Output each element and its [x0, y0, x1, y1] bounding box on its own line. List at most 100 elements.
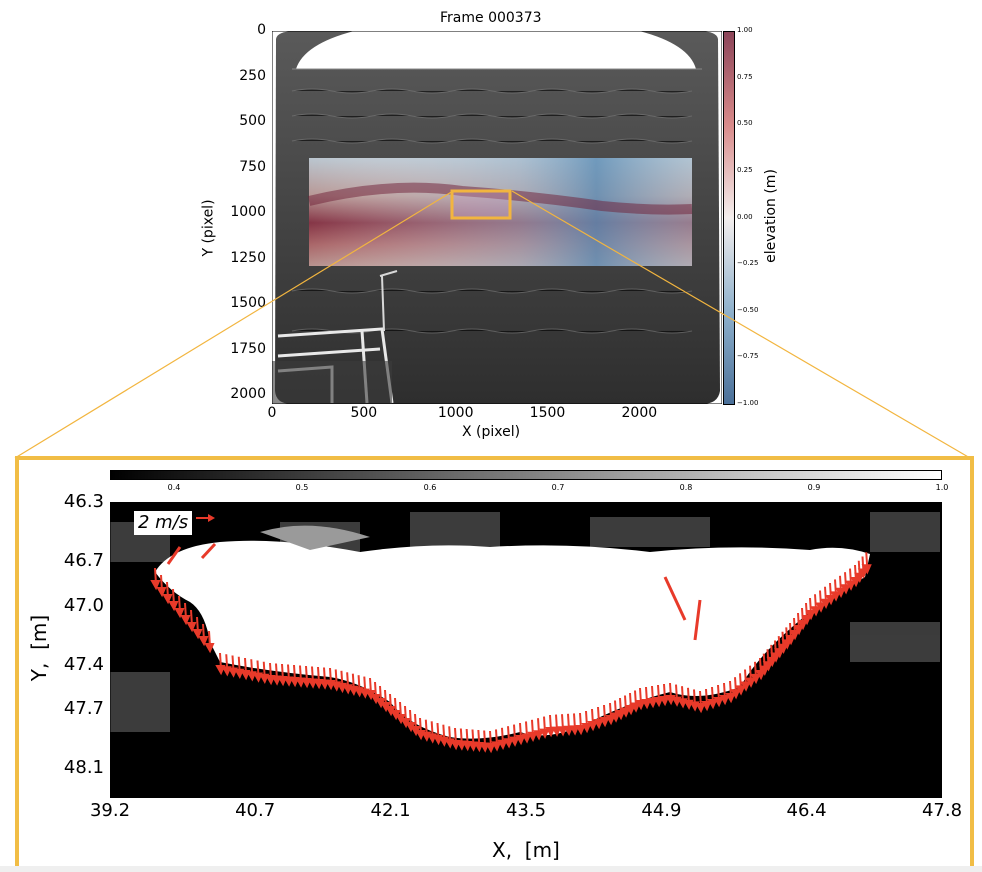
quiver-key-box: 2 m/s [134, 511, 193, 535]
velocity-arrow-head [599, 717, 610, 728]
velocity-arrow-head [854, 572, 865, 583]
velocity-arrow-head [168, 601, 179, 612]
velocity-arrow-head [840, 584, 851, 595]
velocity-arrow-head [551, 726, 562, 737]
velocity-arrow-head [713, 697, 724, 708]
bottom-x-tick-label: 46.4 [786, 800, 827, 821]
elevation-colorbar-tick: 0.25 [737, 165, 753, 174]
intensity-colorbar-tick: 0.5 [295, 483, 309, 492]
bottom-y-tick-label: 47.4 [63, 653, 104, 675]
velocity-arrow-head [456, 740, 467, 751]
elevation-colorbar-tick: 0.00 [737, 212, 753, 221]
velocity-arrow-head [857, 568, 869, 579]
velocity-arrow-head [491, 741, 502, 752]
bottom-strip [0, 866, 982, 872]
velocity-arrow-head [527, 731, 538, 743]
velocity-arrow-head [221, 666, 232, 677]
velocity-arrow-head [174, 608, 185, 619]
intensity-colorbar-tick: 1.0 [935, 483, 949, 492]
top-y-tick-label: 1000 [230, 204, 266, 221]
velocity-arrow-head [575, 725, 586, 736]
velocity-arrow [200, 542, 217, 560]
velocity-arrow-head [805, 610, 816, 621]
velocity-arrow [166, 546, 182, 565]
velocity-arrow-head [620, 707, 631, 718]
top-y-tick-label: 750 [239, 158, 266, 175]
velocity-arrow-head [521, 733, 532, 744]
bottom-x-tick-label: 43.5 [505, 800, 547, 821]
bottom-x-tick-label: 44.9 [641, 800, 682, 821]
velocity-arrow-head [830, 591, 841, 602]
top-x-tick-label: 1500 [529, 405, 566, 421]
bottom-x-tick-label: 42.1 [370, 800, 411, 821]
velocity-arrow-head [234, 668, 245, 679]
top-x-tick-label: 0 [267, 405, 277, 421]
velocity-arrow-head [515, 735, 526, 746]
velocity-arrow-head [227, 667, 239, 678]
elevation-colorbar-tick: −0.75 [737, 352, 759, 361]
velocity-arrow-head [557, 726, 568, 737]
elevation-colorbar-tick: −1.00 [737, 399, 759, 407]
quiver-key-arrow [196, 514, 215, 522]
velocity-arrow-head [307, 678, 318, 689]
velocity-arrow-head [198, 636, 209, 647]
velocity-arrow-head [605, 715, 616, 726]
velocity-arrow-head [313, 679, 324, 690]
velocity-arrow-head [545, 727, 556, 738]
velocity-arrow-head [810, 606, 821, 617]
velocity-arrow-head [539, 728, 550, 739]
velocity-arrow-head [735, 685, 746, 696]
velocity-arrow-head [635, 700, 646, 711]
velocity-arrow-head [259, 673, 270, 684]
velocity-arrow-head [762, 661, 774, 672]
velocity-arrow-head [801, 615, 812, 626]
top-x-tick-label: 1000 [437, 405, 474, 421]
top-y-tick-label: 0 [257, 22, 266, 38]
velocity-arrow-head [150, 580, 161, 591]
bottom-x-tick-label: 39.2 [89, 800, 131, 821]
top-x-tick-label: 500 [350, 405, 378, 421]
velocity-arrow-head [745, 677, 756, 688]
velocity-arrow-head [615, 710, 626, 721]
elevation-colorbar-tick: −0.25 [737, 259, 759, 268]
velocity-arrow-head [479, 742, 490, 753]
velocity-arrow-head [835, 587, 846, 599]
velocity-arrow-head [755, 670, 766, 681]
velocity-arrow-head [653, 697, 664, 708]
velocity-arrow-head [533, 730, 544, 741]
velocity-arrow-head [845, 580, 856, 591]
velocity-arrow-head [319, 679, 330, 690]
bottom-y-tick-label: 46.7 [63, 550, 104, 572]
velocity-arrow-head [156, 587, 167, 598]
top-plot-title: Frame 000373 [440, 10, 542, 26]
elevation-colorbar-tick: 0.50 [737, 119, 753, 128]
velocity-arrow-head [695, 703, 706, 714]
velocity-arrow-head [770, 652, 781, 663]
velocity-arrow-head [301, 678, 312, 689]
velocity-arrow-head [204, 643, 215, 654]
velocity-arrow-head [701, 701, 712, 712]
velocity-arrow-head [271, 675, 282, 686]
velocity-arrow-head [485, 743, 496, 754]
intensity-colorbar-tick: 0.7 [551, 483, 565, 492]
velocity-arrow [693, 599, 702, 641]
bottom-x-tick-label: 47.8 [921, 800, 963, 821]
top-y-tick-label: 2000 [230, 386, 266, 403]
velocity-arrow-head [740, 681, 751, 692]
velocity-arrow-head [467, 741, 479, 752]
velocity-arrow-head [192, 629, 203, 640]
top-x-axis-label: X (pixel) [462, 424, 521, 440]
velocity-arrow-head [265, 675, 276, 686]
velocity-arrow-head [630, 702, 641, 713]
elevation-colorbar [723, 31, 735, 405]
velocity-arrow-head [797, 620, 808, 631]
intensity-colorbar-tick: 0.9 [807, 483, 821, 492]
top-image-plot [272, 31, 722, 404]
velocity-arrow-head [777, 643, 789, 654]
elevation-colorbar-tick: −0.50 [737, 305, 759, 314]
velocity-arrow-head [186, 622, 197, 633]
top-y-tick-label: 500 [239, 113, 266, 130]
velocity-arrow-head [252, 672, 264, 683]
velocity-arrow-head [473, 742, 484, 753]
elevation-colorbar-tick: 1.00 [737, 26, 753, 34]
